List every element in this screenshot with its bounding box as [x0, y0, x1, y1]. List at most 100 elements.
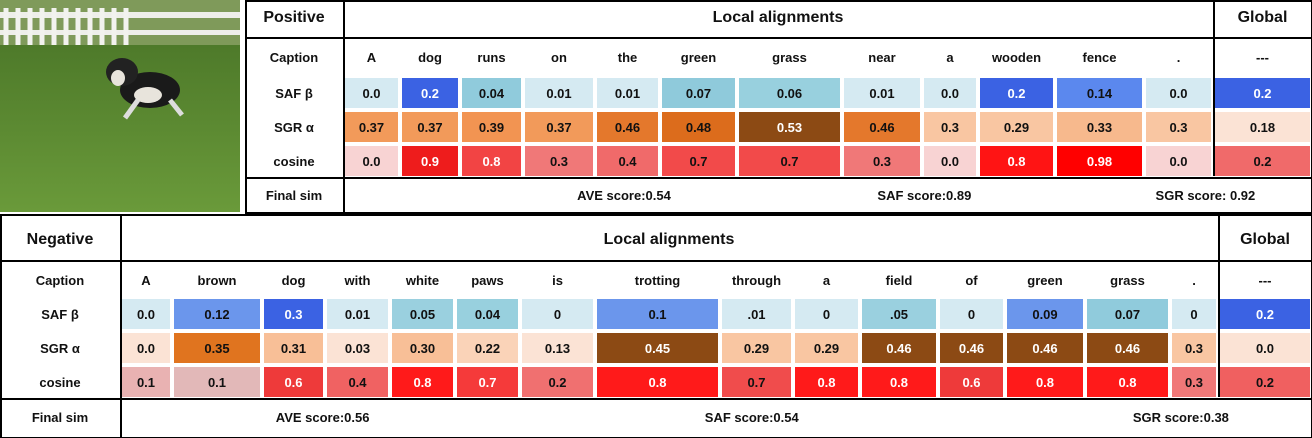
table-cell: 0.7	[457, 367, 518, 397]
border-line	[245, 0, 247, 212]
header-cell: Local alignments	[120, 223, 1218, 257]
table-cell: 0.2	[1215, 146, 1310, 176]
border-line	[0, 260, 1312, 262]
table-cell: grass	[739, 42, 840, 72]
table-cell: 0.0	[345, 146, 398, 176]
table-cell: 0.8	[392, 367, 453, 397]
border-line	[1218, 214, 1220, 397]
table-cell: brown	[174, 266, 260, 294]
table-cell: 0.6	[264, 367, 323, 397]
row-label: cosine	[245, 146, 343, 176]
table-cell: 0.0	[924, 78, 976, 108]
table-cell: 0.0	[1146, 146, 1211, 176]
table-cell: 0.33	[1057, 112, 1142, 142]
table-cell: 0.8	[862, 367, 936, 397]
table-cell: 0.2	[980, 78, 1053, 108]
table-cell: 0.1	[174, 367, 260, 397]
table-cell: 0.8	[795, 367, 858, 397]
table-cell: 0.8	[1087, 367, 1168, 397]
table-cell: 0.05	[392, 299, 453, 329]
table-cell: 0.53	[739, 112, 840, 142]
table-cell: 0.3	[264, 299, 323, 329]
table-cell: a	[795, 266, 858, 294]
table-cell: 0.7	[662, 146, 735, 176]
table-cell: 0.2	[1220, 367, 1310, 397]
table-cell: 0.3	[525, 146, 593, 176]
table-cell: 0.30	[392, 333, 453, 363]
final-score: SGR score:0.38	[1081, 401, 1281, 433]
table-cell: trotting	[597, 266, 718, 294]
border-line	[245, 37, 1312, 39]
table-cell: 0	[795, 299, 858, 329]
table-cell: through	[722, 266, 791, 294]
table-cell: 0.37	[345, 112, 398, 142]
table-cell: .	[1172, 266, 1216, 294]
table-cell: 0.29	[795, 333, 858, 363]
row-label: Caption	[245, 42, 343, 72]
table-cell: 0.8	[980, 146, 1053, 176]
table-cell: 0.12	[174, 299, 260, 329]
border-line	[343, 0, 345, 212]
table-cell: wooden	[980, 42, 1053, 72]
table-cell: 0.01	[525, 78, 593, 108]
table-cell: .01	[722, 299, 791, 329]
table-cell: 0.1	[122, 367, 170, 397]
table-cell: 0.46	[1087, 333, 1168, 363]
table-cell: dog	[264, 266, 323, 294]
table-cell: 0.2	[1215, 78, 1310, 108]
header-cell: Negative	[0, 223, 120, 257]
row-label: Final sim	[0, 401, 120, 433]
figure: Positive Local alignmentsGlobal Caption Ado…	[0, 0, 1312, 438]
table-cell: ---	[1220, 266, 1310, 294]
table-cell: 0.7	[722, 367, 791, 397]
table-cell: ---	[1215, 42, 1310, 72]
final-score: SAF score:0.89	[824, 180, 1024, 210]
table-cell: paws	[457, 266, 518, 294]
table-cell: 0	[940, 299, 1003, 329]
table-cell: 0.98	[1057, 146, 1142, 176]
border-line	[1213, 0, 1215, 176]
table-cell: 0.01	[597, 78, 658, 108]
table-cell: near	[844, 42, 920, 72]
table-cell: 0.07	[662, 78, 735, 108]
table-cell: 0.3	[1172, 333, 1216, 363]
table-cell: 0.8	[462, 146, 521, 176]
table-cell: 0.07	[1087, 299, 1168, 329]
table-cell: white	[392, 266, 453, 294]
table-cell: 0.4	[597, 146, 658, 176]
header-cell: Positive	[245, 2, 343, 34]
table-cell: 0.18	[1215, 112, 1310, 142]
table-cell: 0.04	[457, 299, 518, 329]
border-line	[245, 0, 1312, 2]
table-cell: 0.03	[327, 333, 388, 363]
table-cell: 0.46	[1007, 333, 1083, 363]
table-cell: 0.2	[522, 367, 593, 397]
table-cell: A	[122, 266, 170, 294]
border-line	[120, 214, 122, 437]
row-label: cosine	[0, 367, 120, 397]
table-cell: .	[1146, 42, 1211, 72]
table-cell: runs	[462, 42, 521, 72]
table-cell: 0.8	[597, 367, 718, 397]
table-cell: 0.29	[980, 112, 1053, 142]
table-cell: 0.31	[264, 333, 323, 363]
table-cell: 0.39	[462, 112, 521, 142]
table-cell: with	[327, 266, 388, 294]
table-cell: 0.29	[722, 333, 791, 363]
table-cell: 0.01	[327, 299, 388, 329]
table-cell: the	[597, 42, 658, 72]
header-cell: Global	[1218, 223, 1312, 257]
table-cell: 0.0	[122, 299, 170, 329]
table-cell: 0	[1172, 299, 1216, 329]
row-label: Final sim	[245, 180, 343, 210]
table-cell: 0.0	[122, 333, 170, 363]
table-cell: on	[525, 42, 593, 72]
table-cell: 0.9	[402, 146, 458, 176]
table-cell: 0.13	[522, 333, 593, 363]
row-label: SGR α	[245, 112, 343, 142]
final-score: AVE score:0.56	[223, 401, 423, 433]
table-cell: .05	[862, 299, 936, 329]
final-score: SGR score: 0.92	[1105, 180, 1305, 210]
table-cell: grass	[1087, 266, 1168, 294]
table-cell: 0.04	[462, 78, 521, 108]
